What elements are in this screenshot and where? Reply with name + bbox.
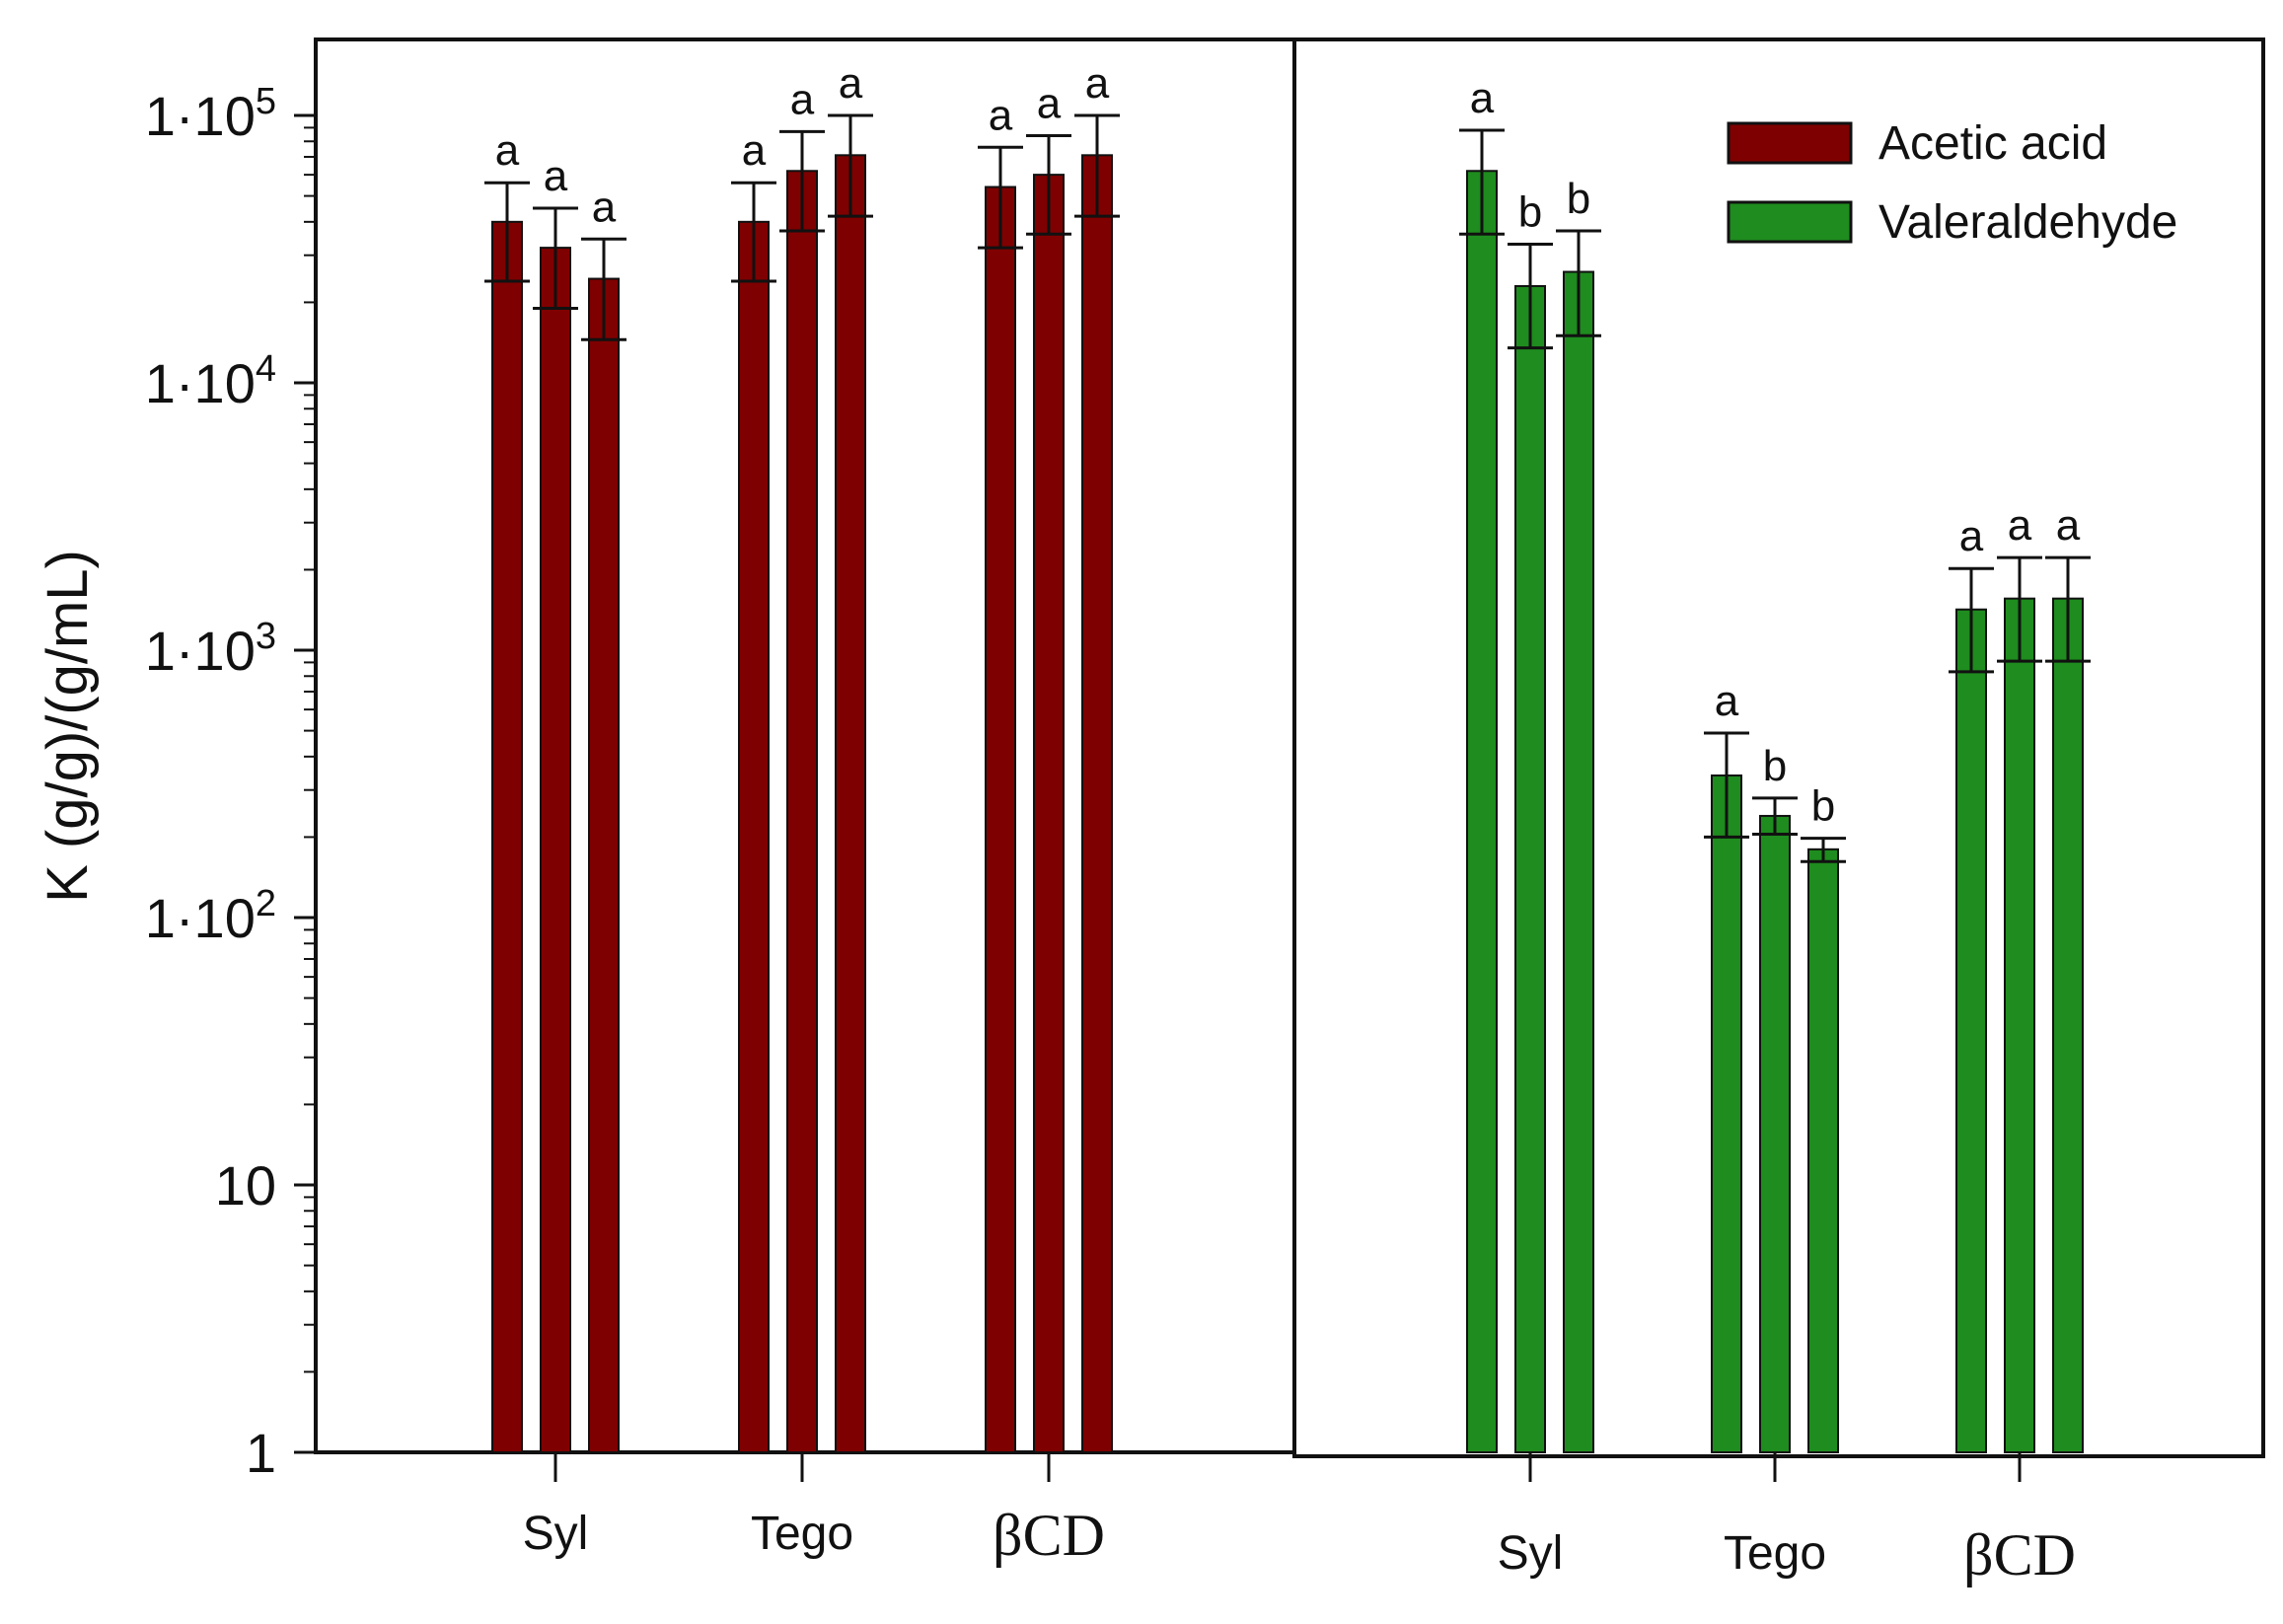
y-tick-label: 1·104 — [145, 348, 276, 414]
x-category-label: βCD — [993, 1503, 1105, 1568]
significance-label: a — [2008, 501, 2032, 550]
legend-label: Acetic acid — [1878, 117, 2107, 170]
x-category-label: Tego — [1724, 1527, 1826, 1580]
bar — [1807, 848, 1839, 1453]
significance-label: a — [1470, 74, 1495, 122]
right-panel-frame — [1292, 37, 2265, 1458]
y-tick-label: 1·102 — [145, 883, 276, 949]
bar — [985, 185, 1016, 1454]
legend-swatch — [1727, 200, 1853, 244]
significance-label: b — [1567, 175, 1590, 223]
significance-label: a — [544, 152, 568, 200]
x-category-label: βCD — [1963, 1522, 2076, 1587]
y-tick-label: 1 — [246, 1422, 276, 1484]
bar — [2004, 597, 2035, 1453]
bar — [491, 220, 523, 1453]
significance-label: a — [742, 126, 767, 175]
bar — [1711, 774, 1742, 1453]
bar — [1081, 154, 1113, 1454]
legend-label: Valeraldehyde — [1878, 196, 2177, 249]
significance-label: a — [790, 75, 815, 123]
bar — [1514, 284, 1546, 1453]
y-axis-label: K (g/g)/(g/mL) — [36, 550, 100, 903]
x-category-label: Syl — [523, 1508, 589, 1560]
bar — [738, 220, 770, 1453]
bar — [835, 154, 866, 1454]
bar — [1955, 608, 1987, 1453]
bar — [2052, 597, 2084, 1453]
labels-layer: 1 10 1·102 1·103 1·104 1·105 K (g/g)/(g/mL) Syl… — [36, 59, 2081, 1587]
bar — [1759, 814, 1791, 1453]
bar — [1033, 174, 1065, 1454]
significance-label: a — [1959, 512, 1984, 560]
significance-label: b — [1763, 742, 1787, 790]
significance-label: a — [592, 183, 617, 231]
significance-label: a — [1037, 80, 1062, 128]
significance-label: a — [1715, 677, 1739, 725]
significance-label: b — [1811, 782, 1835, 831]
significance-label: b — [1518, 187, 1542, 236]
bar — [540, 247, 571, 1453]
significance-label: a — [839, 59, 863, 108]
y-tick-label: 1·103 — [145, 616, 276, 682]
legend: Acetic acid Valeraldehyde — [1727, 117, 2177, 249]
legend-swatch — [1727, 121, 1853, 165]
x-category-label: Tego — [751, 1508, 853, 1560]
y-tick-label: 10 — [215, 1154, 276, 1217]
x-category-label: Syl — [1498, 1527, 1564, 1580]
bar — [1466, 170, 1498, 1454]
bars-layer — [484, 113, 2091, 1454]
significance-label: a — [2056, 501, 2081, 550]
bar — [588, 277, 620, 1453]
y-tick-label: 1·105 — [145, 81, 276, 147]
significance-label: a — [495, 126, 520, 175]
significance-label: a — [989, 91, 1013, 139]
significance-label: a — [1085, 59, 1110, 108]
bar — [786, 170, 818, 1454]
bar — [1563, 270, 1594, 1453]
